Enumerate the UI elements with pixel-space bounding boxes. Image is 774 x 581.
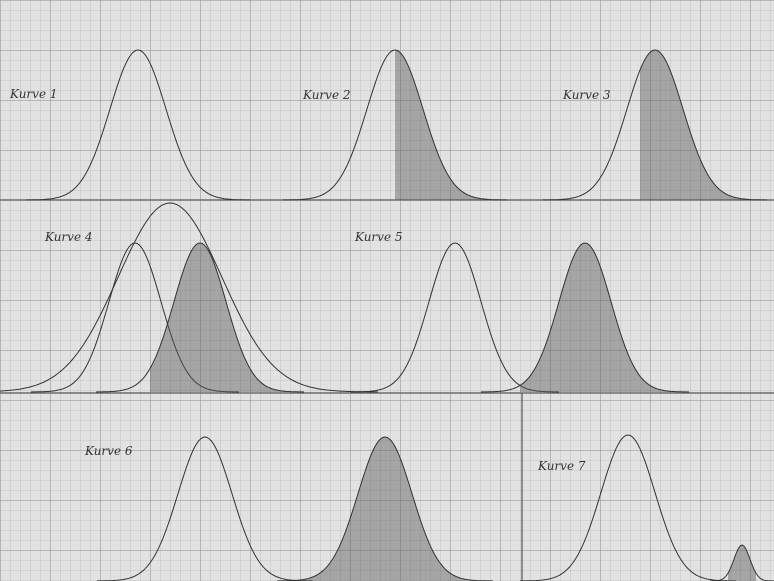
- graph-paper: Kurve 1 Kurve 2 Kurve 3 Kurve 4 Kurve 5 …: [0, 0, 774, 581]
- curve-label: Kurve 5: [354, 230, 403, 244]
- curve-label: Kurve 3: [562, 88, 611, 102]
- curve-label: Kurve 1: [9, 87, 58, 101]
- curve-label: Kurve 4: [44, 230, 93, 244]
- page: {"labels": ["Kurve 1", "Kurve 2", "Kurve…: [0, 0, 774, 581]
- curve-label: Kurve 7: [537, 459, 586, 473]
- curve-label: Kurve 6: [84, 444, 133, 458]
- curve-label: Kurve 2: [302, 88, 351, 102]
